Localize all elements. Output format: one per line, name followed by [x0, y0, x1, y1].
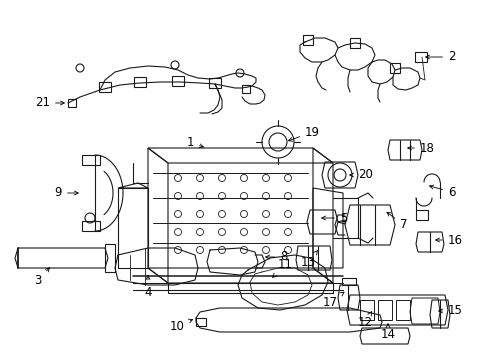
Text: 21: 21	[35, 96, 64, 109]
Text: 9: 9	[54, 186, 78, 199]
Text: 16: 16	[435, 234, 462, 247]
Text: 8: 8	[265, 251, 287, 264]
Text: 10: 10	[170, 319, 192, 333]
Text: 12: 12	[357, 311, 372, 329]
Text: 4: 4	[144, 276, 151, 298]
Text: 14: 14	[380, 324, 395, 341]
Text: 17: 17	[323, 292, 343, 309]
Text: 1: 1	[186, 136, 203, 149]
Text: 18: 18	[407, 141, 434, 154]
Text: 13: 13	[301, 251, 317, 269]
Text: 5: 5	[321, 211, 346, 225]
Text: 7: 7	[386, 212, 407, 231]
Text: 15: 15	[438, 305, 462, 318]
Text: 19: 19	[288, 126, 319, 141]
Text: 6: 6	[428, 185, 454, 198]
Text: 11: 11	[272, 258, 292, 277]
Text: 20: 20	[349, 168, 372, 181]
Text: 2: 2	[425, 50, 454, 63]
Text: 3: 3	[35, 268, 49, 287]
